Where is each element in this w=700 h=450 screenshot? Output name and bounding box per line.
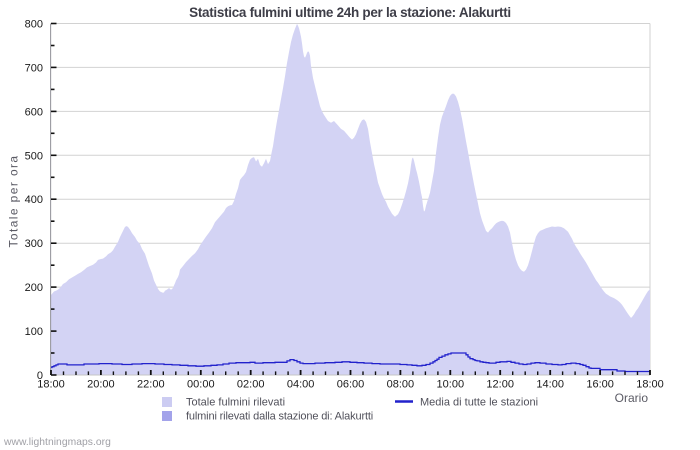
svg-text:fulmini rilevati dalla stazion: fulmini rilevati dalla stazione di: Alak… — [186, 411, 373, 423]
svg-text:0: 0 — [37, 370, 43, 382]
svg-text:16:00: 16:00 — [586, 379, 614, 391]
svg-text:22:00: 22:00 — [137, 379, 165, 391]
svg-text:800: 800 — [25, 19, 43, 31]
svg-text:18:00: 18:00 — [636, 379, 664, 391]
svg-text:300: 300 — [25, 238, 43, 250]
svg-text:500: 500 — [25, 150, 43, 162]
svg-text:14:00: 14:00 — [536, 379, 564, 391]
svg-text:Media di tutte le stazioni: Media di tutte le stazioni — [420, 397, 538, 409]
svg-text:18:00: 18:00 — [37, 379, 65, 391]
svg-text:Totale per ora: Totale per ora — [7, 155, 21, 248]
svg-text:04:00: 04:00 — [287, 379, 315, 391]
svg-text:02:00: 02:00 — [237, 379, 265, 391]
svg-text:06:00: 06:00 — [337, 379, 365, 391]
svg-text:www.lightningmaps.org: www.lightningmaps.org — [3, 437, 111, 448]
svg-text:12:00: 12:00 — [486, 379, 514, 391]
svg-text:00:00: 00:00 — [187, 379, 215, 391]
svg-text:08:00: 08:00 — [387, 379, 415, 391]
svg-text:Orario: Orario — [615, 391, 649, 405]
svg-text:100: 100 — [25, 326, 43, 338]
svg-text:600: 600 — [25, 106, 43, 118]
svg-text:20:00: 20:00 — [87, 379, 115, 391]
svg-text:700: 700 — [25, 62, 43, 74]
svg-text:Statistica fulmini ultime 24h: Statistica fulmini ultime 24h per la sta… — [189, 5, 511, 20]
svg-text:10:00: 10:00 — [437, 379, 465, 391]
svg-text:200: 200 — [25, 282, 43, 294]
svg-text:Totale fulmini rilevati: Totale fulmini rilevati — [186, 397, 285, 409]
svg-text:400: 400 — [25, 194, 43, 206]
